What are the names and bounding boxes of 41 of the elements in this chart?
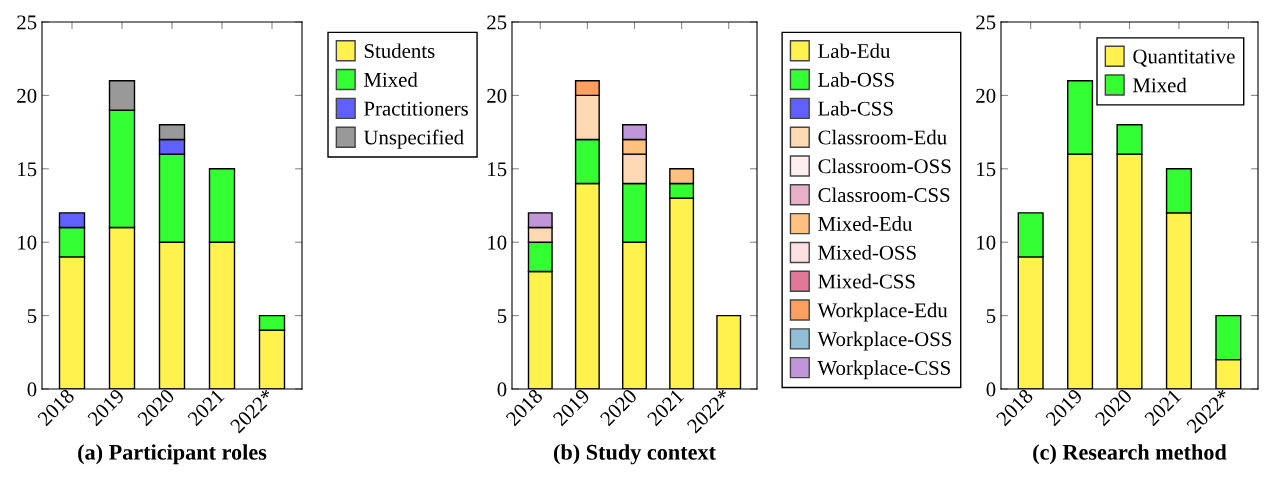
y-tick-label: 10 bbox=[18, 235, 37, 250]
legend-label: Classroom-OSS bbox=[818, 158, 951, 174]
legend-label: Lab-OSS bbox=[818, 72, 894, 87]
legend-label: Students bbox=[364, 43, 435, 59]
y-tick-label: 0 bbox=[986, 382, 996, 397]
y-tick-label: 5 bbox=[27, 309, 37, 324]
legend-label: Quantitative bbox=[1133, 49, 1235, 67]
y-tick-label: 20 bbox=[487, 88, 507, 103]
legend-label: Workplace-Edu bbox=[817, 302, 948, 322]
legend-label: Unspecified bbox=[363, 129, 464, 149]
legend-label: Lab-CSS bbox=[818, 101, 893, 116]
y-tick-label: 10 bbox=[977, 235, 996, 250]
legend-label: Mixed-CSS bbox=[818, 273, 915, 289]
text: (c) Research method bbox=[1033, 444, 1227, 465]
legend-label: Workplace-CSS bbox=[817, 360, 950, 380]
y-tick-label: 15 bbox=[977, 162, 996, 177]
y-tick-label: 0 bbox=[497, 382, 507, 397]
y-tick-label: 25 bbox=[976, 15, 996, 30]
legend-label: Mixed-OSS bbox=[818, 245, 916, 260]
y-tick-label: 5 bbox=[986, 309, 996, 324]
y-tick-label: 10 bbox=[488, 235, 507, 250]
legend-label: Classroom-Edu bbox=[818, 129, 947, 145]
legend-label: Mixed bbox=[364, 72, 418, 87]
x-tick-label: 2021 bbox=[1143, 388, 1182, 427]
x-tick-label: 2021 bbox=[186, 388, 225, 427]
y-tick-label: 15 bbox=[18, 162, 37, 177]
y-tick-label: 25 bbox=[487, 15, 507, 30]
legend-label: Lab-Edu bbox=[818, 43, 891, 59]
y-tick-label: 20 bbox=[976, 88, 996, 103]
legend-label: Workplace-OSS bbox=[817, 331, 952, 351]
legend-label: Practitioners bbox=[364, 101, 468, 116]
y-tick-label: 5 bbox=[497, 309, 507, 324]
y-tick-label: 25 bbox=[17, 15, 37, 30]
y-tick-label: 15 bbox=[488, 162, 507, 177]
legend-label: Classroom-CSS bbox=[818, 187, 950, 203]
legend-label: Mixed bbox=[1133, 77, 1187, 93]
text: (a) Participant roles bbox=[78, 444, 267, 465]
y-tick-label: 0 bbox=[27, 382, 37, 397]
y-tick-label: 20 bbox=[17, 88, 37, 103]
text: (b) Study context bbox=[554, 444, 716, 465]
legend-label: Mixed-Edu bbox=[818, 216, 913, 231]
